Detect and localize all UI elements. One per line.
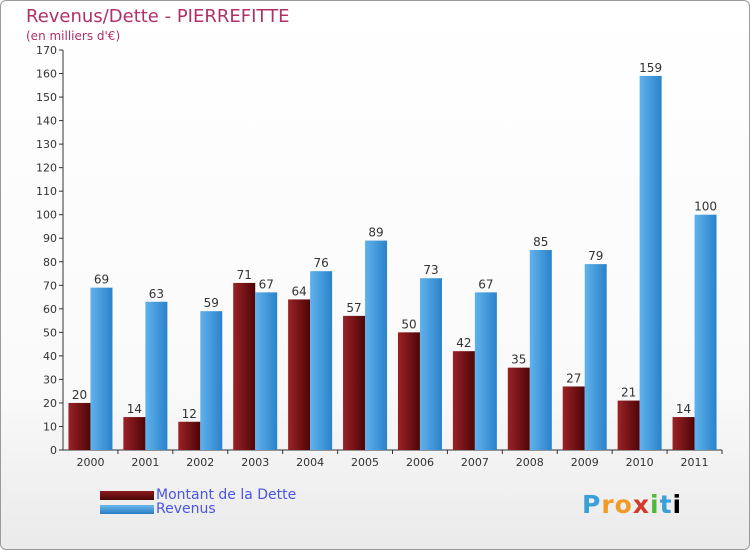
bar-revenus	[694, 214, 717, 450]
chart-axes: 0 10 20 30 40 50 60 70 80 90 100 110 120 130 140 150 160…	[36, 44, 723, 469]
y-tick-label: 20	[43, 397, 57, 410]
bar-revenus	[419, 278, 442, 450]
value-label-revenus: 76	[313, 256, 328, 270]
y-tick-label: 150	[36, 91, 57, 104]
x-tick-label: 2002	[186, 456, 214, 469]
y-tick-label: 30	[43, 373, 57, 386]
legend-swatch-dette	[100, 490, 154, 500]
value-label-dette: 12	[182, 407, 197, 421]
bar-dette	[672, 417, 695, 450]
value-label-revenus: 100	[694, 200, 717, 214]
bar-dette	[123, 417, 146, 450]
y-tick-label: 120	[36, 162, 57, 175]
x-tick-label: 2011	[681, 456, 709, 469]
bar-dette	[288, 299, 311, 450]
value-label-revenus: 85	[533, 235, 548, 249]
bar-revenus	[639, 75, 662, 450]
x-tick-label: 2007	[461, 456, 489, 469]
y-tick-label: 100	[36, 209, 57, 222]
value-label-revenus: 67	[478, 277, 493, 291]
y-tick-label: 0	[50, 444, 57, 457]
value-label-dette: 42	[456, 336, 471, 350]
x-tick-label: 2010	[626, 456, 654, 469]
x-tick-label: 2006	[406, 456, 434, 469]
value-label-revenus: 59	[204, 296, 219, 310]
x-tick-label: 2001	[131, 456, 159, 469]
y-tick-label: 140	[36, 115, 57, 128]
bar-dette	[68, 402, 91, 450]
y-tick-label: 90	[43, 232, 57, 245]
y-tick-label: 160	[36, 68, 57, 81]
bar-revenus	[584, 264, 607, 450]
bar-revenus	[90, 287, 113, 450]
bar-dette	[178, 421, 201, 450]
chart-title: Revenus/Dette - PIERREFITTE	[26, 6, 290, 27]
value-label-dette: 20	[72, 388, 87, 402]
value-label-dette: 14	[127, 402, 142, 416]
legend-label-dette: Montant de la Dette	[156, 487, 297, 503]
value-label-revenus: 159	[639, 61, 662, 75]
value-label-dette: 64	[291, 284, 306, 298]
value-label-revenus: 73	[423, 263, 438, 277]
y-tick-label: 110	[36, 185, 57, 198]
x-tick-label: 2008	[516, 456, 544, 469]
bar-revenus	[310, 271, 333, 450]
legend-label-revenus: Revenus	[156, 501, 216, 517]
y-tick-label: 10	[43, 420, 57, 433]
x-tick-label: 2000	[76, 456, 104, 469]
bar-dette	[397, 332, 420, 450]
bar-revenus	[365, 240, 388, 450]
x-tick-label: 2003	[241, 456, 269, 469]
y-tick-label: 80	[43, 256, 57, 269]
chart-value-labels: 20 69 14 63 12 59 71 67 64 76 57 89 50 73 42 67 35 85 27 79…	[72, 61, 717, 421]
proxiti-logo: Proxiti	[582, 490, 683, 519]
value-label-revenus: 63	[149, 287, 164, 301]
bar-dette	[617, 400, 640, 450]
x-tick-label: 2004	[296, 456, 324, 469]
value-label-dette: 57	[346, 301, 361, 315]
x-tick-label: 2009	[571, 456, 599, 469]
bar-revenus	[145, 301, 168, 450]
chart-bars	[68, 75, 717, 450]
y-tick-label: 40	[43, 350, 57, 363]
value-label-dette: 21	[621, 386, 636, 400]
value-label-revenus: 69	[94, 273, 109, 287]
y-tick-label: 70	[43, 279, 57, 292]
value-label-revenus: 89	[368, 226, 383, 240]
value-label-dette: 71	[237, 268, 252, 282]
bar-revenus	[200, 311, 223, 450]
bar-revenus	[255, 292, 278, 450]
legend-item-revenus: Revenus	[100, 501, 216, 517]
bar-revenus	[474, 292, 497, 450]
y-tick-label: 50	[43, 326, 57, 339]
bar-dette	[562, 386, 585, 450]
value-label-dette: 50	[401, 317, 416, 331]
value-label-dette: 35	[511, 353, 526, 367]
bar-revenus	[529, 250, 552, 450]
y-tick-label: 170	[36, 44, 57, 57]
value-label-dette: 14	[676, 402, 691, 416]
bar-dette	[343, 315, 366, 450]
y-tick-label: 130	[36, 138, 57, 151]
chart-subtitle: (en milliers d'€)	[26, 29, 121, 43]
bar-dette	[233, 282, 256, 450]
legend-swatch-revenus	[100, 504, 154, 514]
x-tick-label: 2005	[351, 456, 379, 469]
bar-dette	[507, 367, 530, 450]
y-tick-label: 60	[43, 303, 57, 316]
legend-item-dette: Montant de la Dette	[100, 487, 296, 503]
bar-dette	[452, 351, 475, 450]
value-label-dette: 27	[566, 371, 581, 385]
value-label-revenus: 79	[588, 249, 603, 263]
value-label-revenus: 67	[259, 277, 274, 291]
